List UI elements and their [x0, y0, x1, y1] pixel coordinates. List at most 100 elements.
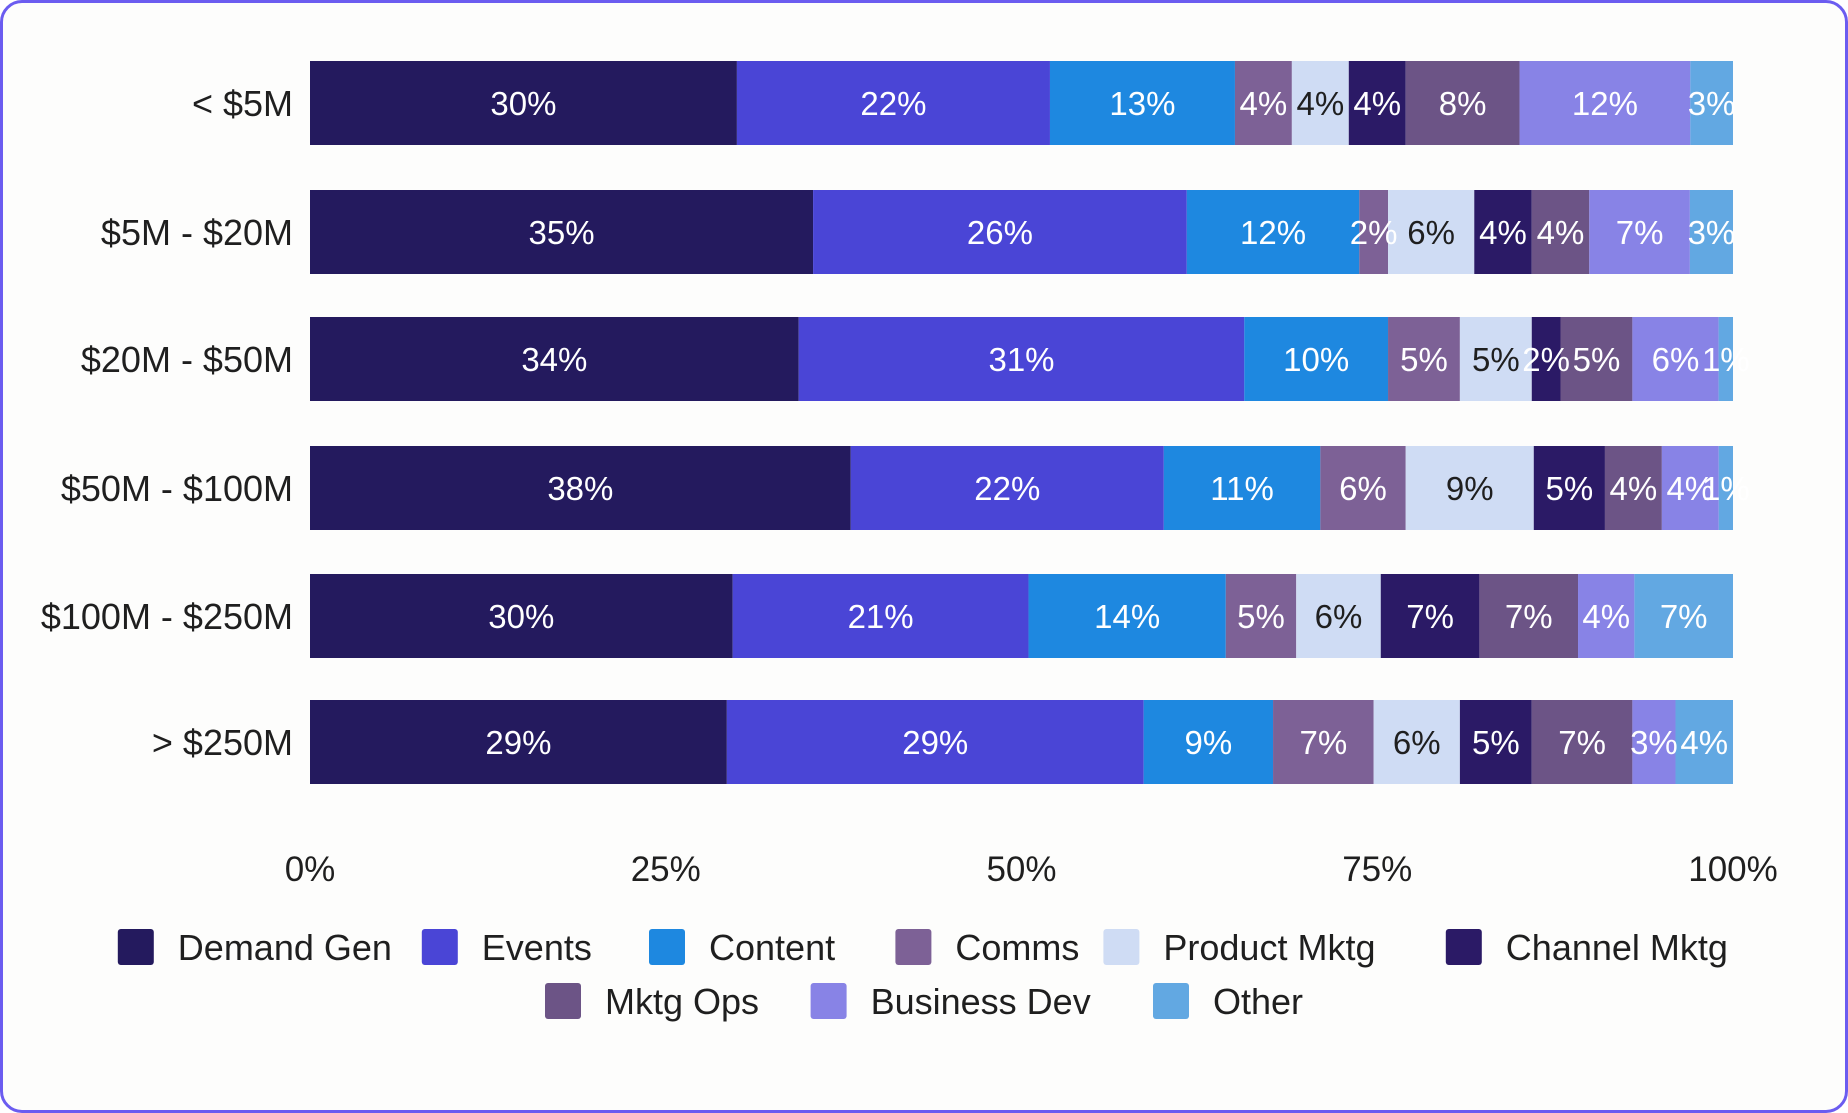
- data-label-mktg-ops-5m: 8%: [1439, 85, 1487, 122]
- legend-swatch-mktg-ops: [545, 983, 581, 1019]
- data-label-business-dev-250m: 3%: [1630, 724, 1678, 761]
- legend-label-events: Events: [482, 927, 592, 968]
- bar-events-100m-250m: [732, 574, 1029, 658]
- bar-mktg-ops-100m-250m: [1479, 574, 1579, 658]
- bar-business-dev-5m-20m: [1589, 190, 1690, 274]
- category-label: $100M - $250M: [41, 596, 293, 637]
- data-label-demand-gen-50m-100m: 38%: [547, 470, 613, 507]
- legend-label-other: Other: [1213, 981, 1303, 1022]
- data-label-content-5m-20m: 12%: [1240, 214, 1306, 251]
- data-label-events-20m-50m: 31%: [988, 341, 1054, 378]
- category-label: $50M - $100M: [61, 468, 293, 509]
- bar-other-5m-20m: [1689, 190, 1733, 274]
- data-label-comms-100m-250m: 5%: [1237, 598, 1285, 635]
- data-label-events-250m: 29%: [902, 724, 968, 761]
- legend-label-mktg-ops: Mktg Ops: [605, 981, 759, 1022]
- bar-demand-gen-20m-50m: [310, 317, 799, 401]
- x-axis-ticks: 0% 25% 50% 75% 100%: [285, 850, 1778, 889]
- bar-other-100m-250m: [1634, 574, 1733, 658]
- data-label-demand-gen-5m-20m: 35%: [529, 214, 595, 251]
- data-label-mktg-ops-20m-50m: 5%: [1573, 341, 1621, 378]
- legend-swatch-events: [421, 929, 458, 965]
- data-label-events-5m: 22%: [860, 85, 926, 122]
- legend-label-demand-gen: Demand Gen: [178, 927, 392, 968]
- data-label-content-5m: 13%: [1109, 85, 1175, 122]
- bar-business-dev-20m-50m: [1632, 317, 1719, 401]
- legend-item-content: Content: [649, 927, 835, 968]
- data-label-product-mktg-250m: 6%: [1393, 724, 1441, 761]
- data-label-events-100m-250m: 21%: [848, 598, 914, 635]
- data-label-comms-50m-100m: 6%: [1339, 470, 1387, 507]
- legend-swatch-product-mktg: [1103, 929, 1140, 965]
- bar-business-dev-5m: [1519, 61, 1691, 145]
- data-label-other-5m: 3%: [1688, 85, 1736, 122]
- data-label-mktg-ops-50m-100m: 4%: [1610, 470, 1658, 507]
- bar-events-20m-50m: [798, 317, 1245, 401]
- category-label: $20M - $50M: [81, 339, 293, 380]
- bar-comms-100m-250m: [1225, 574, 1297, 658]
- bar-demand-gen-50m-100m: [310, 446, 851, 530]
- legend-label-channel-mktg: Channel Mktg: [1506, 927, 1728, 968]
- data-label-mktg-ops-5m-20m: 4%: [1537, 214, 1585, 251]
- bar-comms-5m-20m: [1359, 190, 1389, 274]
- x-tick-label: 100%: [1688, 850, 1778, 889]
- data-label-comms-20m-50m: 5%: [1400, 341, 1448, 378]
- x-tick-label: 25%: [631, 850, 701, 889]
- data-label-comms-5m-20m: 2%: [1350, 214, 1398, 251]
- data-label-other-100m-250m: 7%: [1660, 598, 1708, 635]
- bar-content-50m-100m: [1163, 446, 1321, 530]
- bar-events-250m: [726, 700, 1144, 784]
- bar-business-dev-100m-250m: [1578, 574, 1635, 658]
- bar-channel-mktg-250m: [1459, 700, 1532, 784]
- data-label-events-5m-20m: 26%: [967, 214, 1033, 251]
- bar-other-250m: [1675, 700, 1733, 784]
- bar-business-dev-50m-100m: [1661, 446, 1719, 530]
- data-label-business-dev-50m-100m: 4%: [1666, 470, 1714, 507]
- bar-events-5m-20m: [813, 190, 1187, 274]
- legend-item-other: Other: [1153, 981, 1303, 1022]
- category-label: < $5M: [192, 83, 293, 124]
- bars-group: 30% 22% 13% 4% 4% 4% 8% 12% 3%35% 26% 12% 2% 6% 4% 4% 7…: [310, 61, 1750, 784]
- legend-item-product-mktg: Product Mktg: [1103, 927, 1375, 968]
- data-label-content-100m-250m: 14%: [1094, 598, 1160, 635]
- data-label-business-dev-5m-20m: 7%: [1616, 214, 1664, 251]
- legend-swatch-business-dev: [810, 983, 847, 1019]
- legend-item-mktg-ops: Mktg Ops: [545, 981, 759, 1022]
- bar-mktg-ops-20m-50m: [1560, 317, 1633, 401]
- bar-demand-gen-5m-20m: [310, 190, 814, 274]
- data-label-business-dev-20m-50m: 6%: [1652, 341, 1700, 378]
- data-label-other-250m: 4%: [1680, 724, 1728, 761]
- data-label-other-20m-50m: 1%: [1702, 341, 1750, 378]
- category-label: $5M - $20M: [101, 212, 293, 253]
- data-label-demand-gen-100m-250m: 30%: [488, 598, 554, 635]
- bar-product-mktg-5m-20m: [1388, 190, 1475, 274]
- bar-channel-mktg-100m-250m: [1380, 574, 1480, 658]
- data-label-demand-gen-20m-50m: 34%: [521, 341, 587, 378]
- bar-comms-20m-50m: [1388, 317, 1460, 401]
- bar-channel-mktg-5m-20m: [1474, 190, 1532, 274]
- data-label-product-mktg-5m-20m: 6%: [1407, 214, 1455, 251]
- data-label-events-50m-100m: 22%: [974, 470, 1040, 507]
- legend: Demand Gen Events Content Comms Product Mktg…: [117, 927, 1728, 1022]
- bar-content-250m: [1143, 700, 1274, 784]
- category-labels: < $5M $5M - $20M $20M - $50M $50M - $100M $1…: [41, 83, 293, 763]
- bar-content-100m-250m: [1028, 574, 1226, 658]
- data-label-business-dev-5m: 12%: [1572, 85, 1638, 122]
- legend-swatch-other: [1153, 983, 1189, 1019]
- legend-item-demand-gen: Demand Gen: [117, 927, 392, 968]
- bar-other-20m-50m: [1718, 317, 1733, 401]
- bar-content-5m-20m: [1186, 190, 1360, 274]
- bar-mktg-ops-5m-20m: [1531, 190, 1590, 274]
- bar-comms-50m-100m: [1320, 446, 1406, 530]
- data-label-channel-mktg-250m: 5%: [1472, 724, 1520, 761]
- category-label: > $250M: [152, 722, 293, 763]
- bar-mktg-ops-250m: [1531, 700, 1633, 784]
- data-label-comms-5m: 4%: [1240, 85, 1288, 122]
- bar-events-5m: [736, 61, 1050, 145]
- data-label-mktg-ops-100m-250m: 7%: [1505, 598, 1553, 635]
- data-label-content-20m-50m: 10%: [1283, 341, 1349, 378]
- x-tick-label: 50%: [986, 850, 1056, 889]
- data-label-other-50m-100m: 1%: [1702, 470, 1750, 507]
- data-label-channel-mktg-100m-250m: 7%: [1406, 598, 1454, 635]
